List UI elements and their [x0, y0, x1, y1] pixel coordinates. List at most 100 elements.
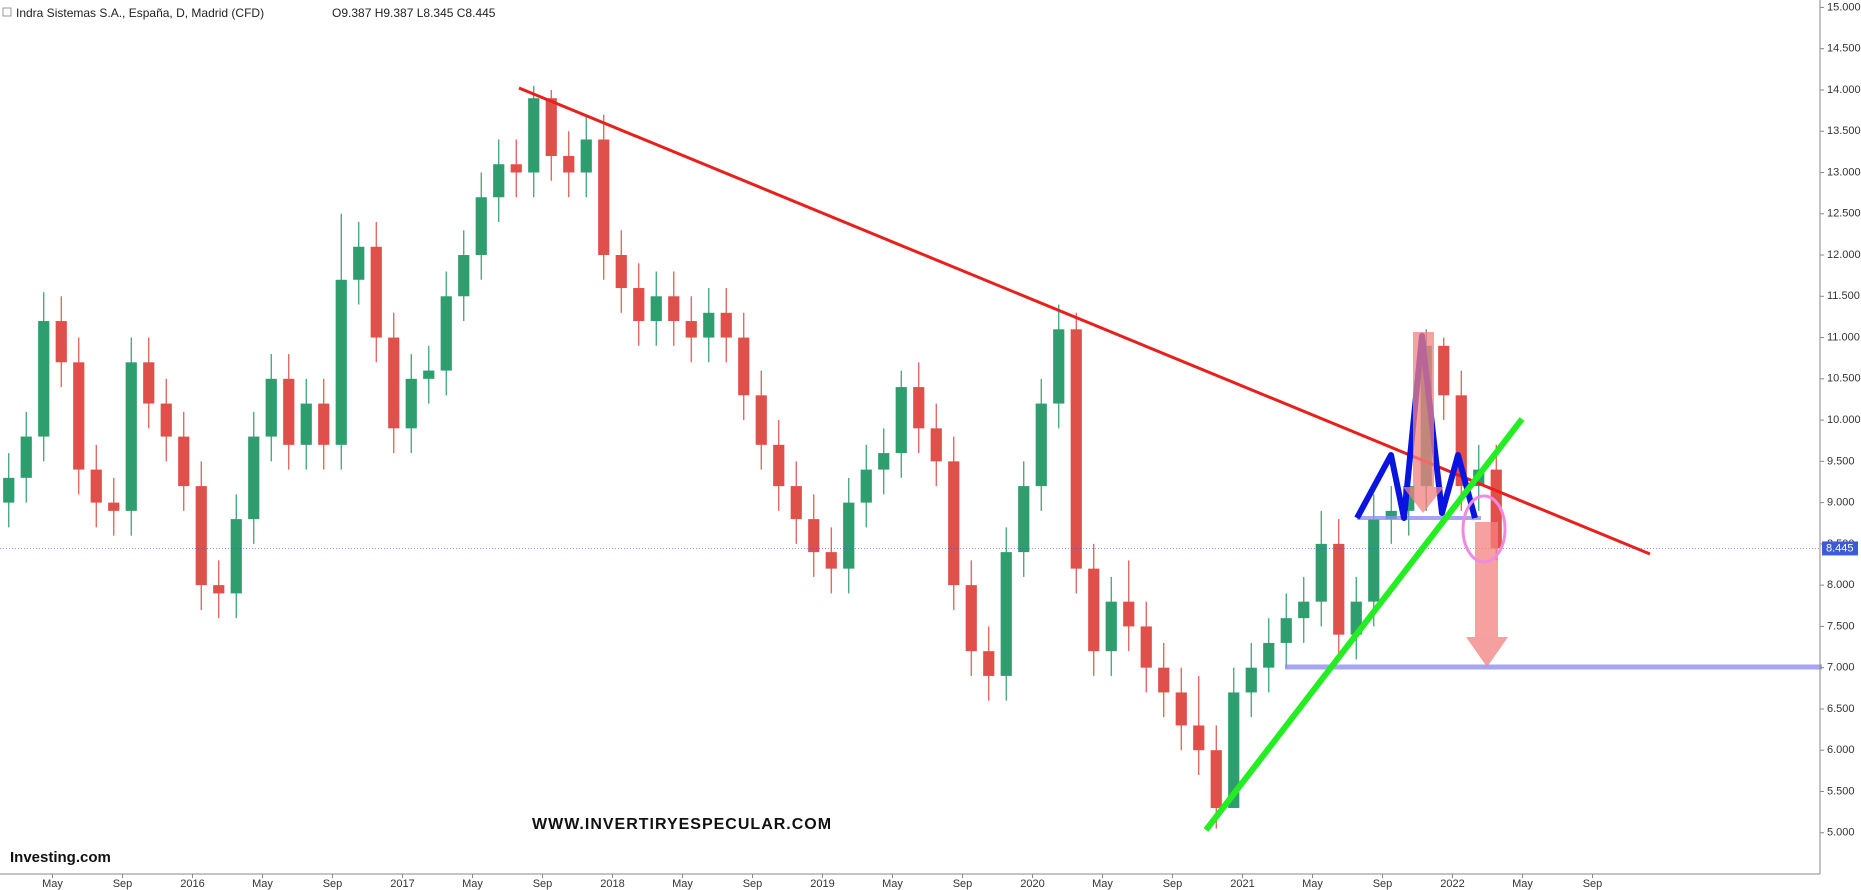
x-tick-label: Sep: [1163, 878, 1183, 890]
candle-body: [370, 246, 382, 338]
candle-body: [3, 477, 15, 503]
y-tick-label: 10.500: [1827, 373, 1861, 385]
collapse-icon[interactable]: [2, 7, 12, 17]
x-tick-label: May: [882, 878, 903, 890]
candle-body: [1368, 519, 1380, 602]
y-tick-label: 10.000: [1827, 414, 1861, 426]
y-tick-label: 15.000: [1827, 1, 1861, 13]
x-tick-label: Sep: [533, 878, 553, 890]
candle-body: [423, 370, 435, 379]
candle-body: [38, 321, 50, 437]
candle-body: [1298, 601, 1310, 619]
candle-body: [860, 469, 872, 503]
candle-body: [895, 387, 907, 454]
candle-body: [720, 312, 732, 338]
x-tick-label: May: [1512, 878, 1533, 890]
candle-body: [563, 155, 575, 173]
candle-body: [1088, 568, 1100, 652]
candle-body: [73, 362, 85, 470]
candle-body: [650, 296, 662, 322]
candle-body: [1175, 692, 1187, 726]
candle-body: [1333, 543, 1345, 635]
y-tick-label: 8.000: [1827, 579, 1855, 591]
x-tick-label: Sep: [953, 878, 973, 890]
candle-body: [913, 387, 925, 429]
x-tick-label: Sep: [113, 878, 133, 890]
y-tick-label: 6.000: [1827, 744, 1855, 756]
candle-body: [1280, 618, 1292, 643]
x-tick-label: May: [1302, 878, 1323, 890]
candle-body: [808, 519, 820, 553]
candle-body: [1438, 345, 1450, 396]
candle-body: [598, 139, 610, 256]
candle-body: [983, 651, 995, 676]
candles: [0, 85, 1820, 829]
candle-body: [318, 403, 330, 445]
candle-body: [1140, 626, 1152, 668]
candle-body: [230, 519, 242, 594]
breakout-circle: [1461, 494, 1507, 564]
candle-body: [1263, 642, 1275, 668]
down-arrow: [1403, 332, 1444, 513]
x-tick-label: May: [672, 878, 693, 890]
x-tick-label: 2018: [600, 878, 624, 890]
x-tick-label: 2019: [810, 878, 834, 890]
y-tick-label: 7.000: [1827, 662, 1855, 674]
y-tick-label: 12.000: [1827, 249, 1861, 261]
candle-body: [160, 403, 172, 437]
y-tick-label: 9.500: [1827, 455, 1855, 467]
candle-body: [755, 395, 767, 445]
candle-body: [335, 279, 347, 445]
candle-body: [493, 164, 505, 198]
candle-body: [685, 321, 697, 338]
x-tick-label: Sep: [1373, 878, 1393, 890]
x-tick-label: 2016: [180, 878, 204, 890]
candle-body: [930, 428, 942, 462]
candle-body: [948, 461, 960, 586]
candle-body: [1000, 552, 1012, 676]
x-tick-label: 2017: [390, 878, 414, 890]
x-tick-label: May: [252, 878, 273, 890]
candle-body: [1070, 329, 1082, 569]
candle-body: [1193, 725, 1205, 751]
x-tick-label: 2020: [1020, 878, 1044, 890]
candle-body: [528, 98, 540, 173]
x-tick-label: May: [1092, 878, 1113, 890]
y-tick-label: 6.500: [1827, 703, 1855, 715]
x-tick-label: Sep: [743, 878, 763, 890]
instrument-title: Indra Sistemas S.A., España, D, Madrid (…: [16, 6, 264, 20]
candle-body: [1123, 601, 1135, 627]
candle-body: [1018, 486, 1030, 553]
y-tick-label: 13.500: [1827, 125, 1861, 137]
candle-body: [738, 337, 750, 396]
candle-body: [108, 502, 120, 511]
ohlc-readout: O9.387 H9.387 L8.345 C8.445: [332, 6, 496, 20]
watermark: WWW.INVERTIRYESPECULAR.COM: [532, 816, 832, 833]
candle-body: [545, 98, 557, 156]
candle-body: [580, 139, 592, 173]
candle-body: [510, 164, 522, 173]
candle-body: [825, 552, 837, 569]
candle-body: [1455, 395, 1467, 487]
support-trendline: [1203, 417, 1525, 832]
x-tick-label: May: [42, 878, 63, 890]
x-tick-label: 2022: [1440, 878, 1464, 890]
logo: Investing.com: [10, 849, 111, 866]
candle-body: [195, 486, 207, 586]
y-tick-label: 13.000: [1827, 166, 1861, 178]
candle-body: [440, 296, 452, 371]
candle-body: [1053, 329, 1065, 404]
y-tick-label: 12.500: [1827, 208, 1861, 220]
x-tick-label: Sep: [323, 878, 343, 890]
candle-body: [283, 378, 295, 445]
candle-body: [703, 312, 715, 338]
candle-body: [388, 337, 400, 429]
candle-body: [213, 585, 225, 594]
candle-body: [265, 378, 277, 437]
y-tick-label: 14.000: [1827, 84, 1861, 96]
candle-body: [1035, 403, 1047, 487]
last-price-label: 8.445: [1826, 542, 1854, 554]
candle-body: [1228, 692, 1240, 808]
candle-body: [405, 378, 417, 429]
candle-body: [1210, 750, 1222, 808]
